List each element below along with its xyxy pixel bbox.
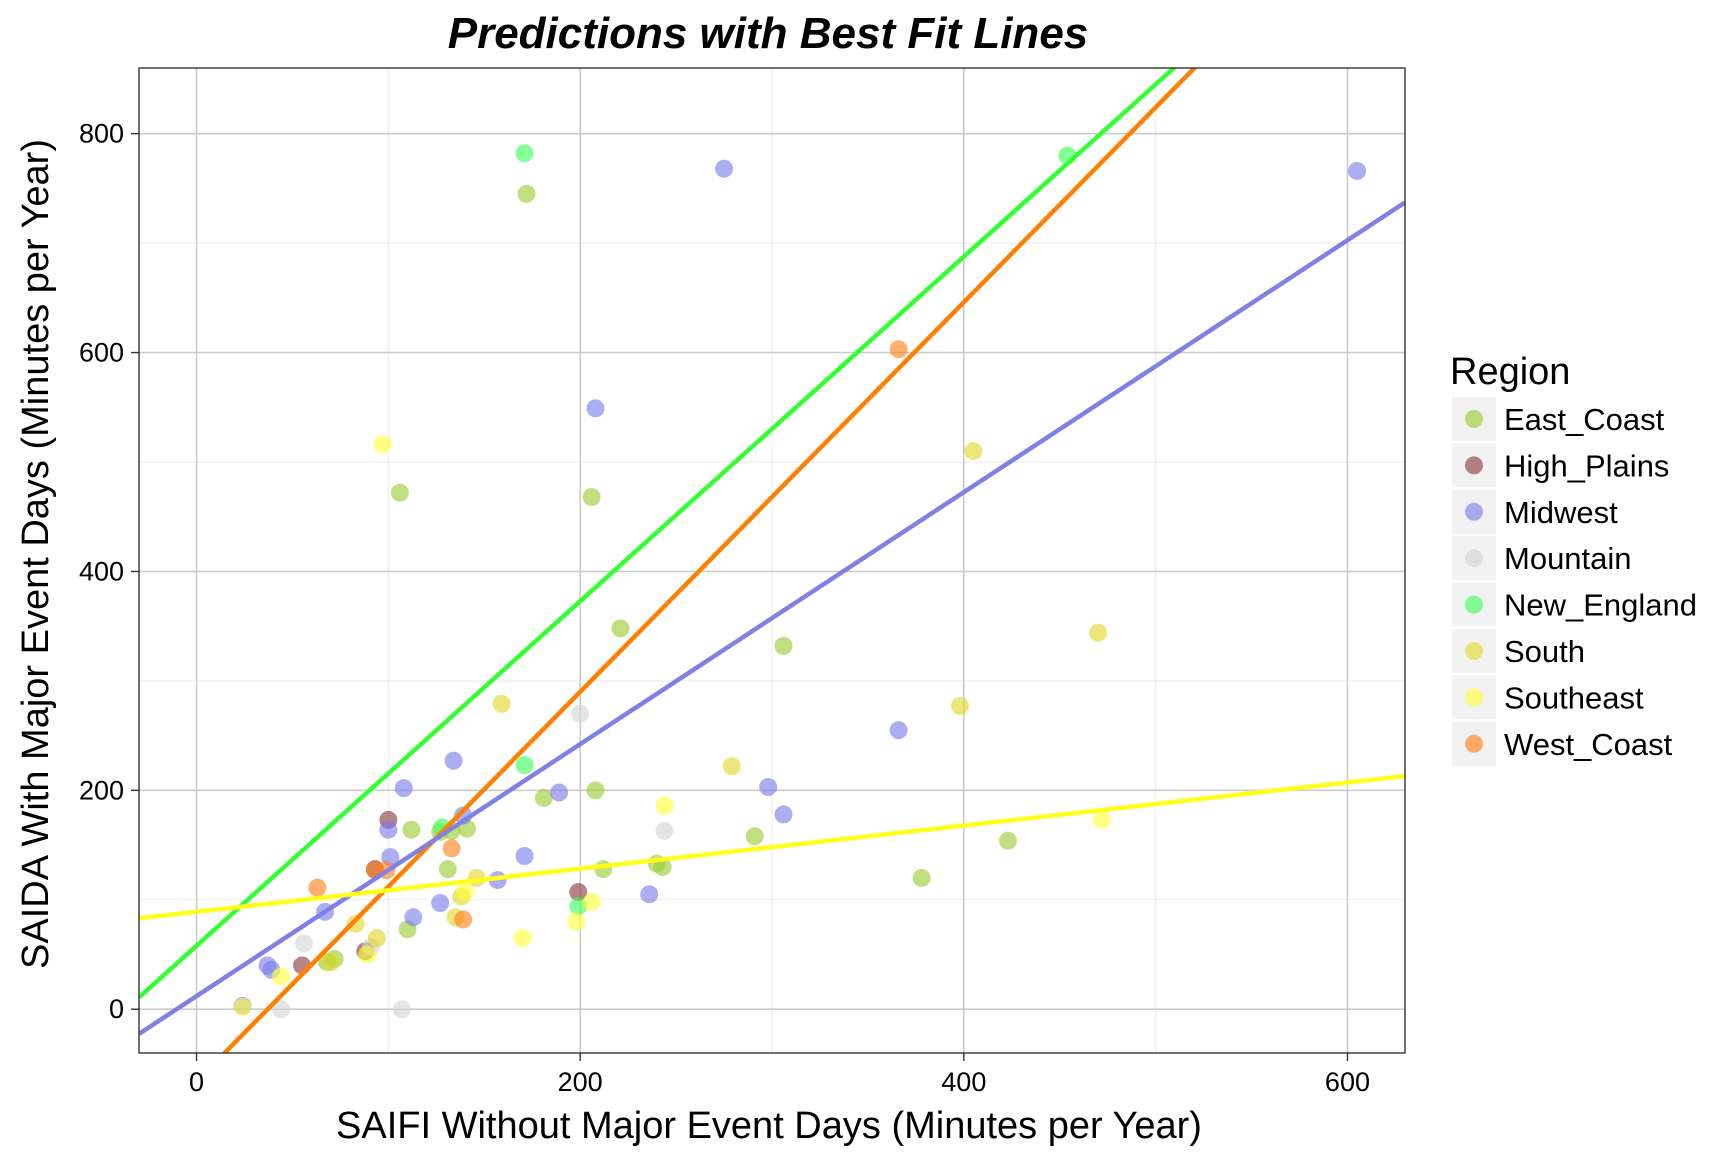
x-axis-ticks: 0 200 400 600 — [189, 1053, 1370, 1097]
legend-marker-mountain — [1465, 549, 1483, 568]
data-point-new-england — [515, 756, 534, 775]
data-point-midwest — [404, 908, 423, 927]
legend-label-southeast: Southeast — [1504, 680, 1644, 715]
x-tick-label: 400 — [941, 1067, 986, 1097]
data-point-midwest — [715, 159, 734, 178]
points-layer — [233, 144, 1367, 1019]
fit-line-new-england — [139, 68, 1178, 1000]
data-point-mountain — [271, 1000, 290, 1019]
chart-title: Predictions with Best Fit Lines — [448, 9, 1089, 58]
legend-marker-west-coast — [1465, 734, 1483, 753]
legend-label-south: South — [1504, 634, 1585, 669]
data-point-east-coast — [998, 831, 1017, 850]
data-point-southeast — [1092, 810, 1111, 829]
legend-marker-high-plains — [1465, 456, 1483, 475]
data-point-south — [492, 694, 511, 713]
data-point-east-coast — [438, 860, 457, 879]
x-tick-label: 600 — [1325, 1067, 1370, 1097]
data-point-midwest — [640, 885, 659, 904]
data-point-southeast — [567, 912, 586, 931]
legend-label-new-england: New_England — [1504, 588, 1697, 623]
data-point-mountain — [392, 1000, 411, 1019]
legend-label-west-coast: West_Coast — [1504, 727, 1673, 762]
legend-items: East_Coast High_Plains Midwest Mountain New_… — [1452, 397, 1697, 766]
data-point-south — [367, 929, 386, 948]
data-point-southeast — [373, 435, 392, 454]
data-point-midwest — [431, 894, 450, 913]
data-point-east-coast — [517, 184, 536, 203]
legend-marker-new-england — [1465, 595, 1483, 614]
data-point-east-coast — [402, 820, 421, 839]
data-point-mountain — [655, 821, 674, 840]
legend-marker-east-coast — [1465, 410, 1483, 428]
data-point-east-coast — [390, 483, 409, 502]
plot-border — [138, 67, 1406, 1054]
data-point-east-coast — [534, 788, 553, 807]
data-point-mountain — [294, 934, 313, 953]
data-point-east-coast — [586, 781, 605, 800]
y-tick-label: 0 — [109, 994, 124, 1024]
legend-label-mountain: Mountain — [1504, 541, 1632, 576]
y-axis-ticks: 0 200 400 600 800 — [79, 119, 139, 1024]
y-axis-title: SAIDA With Major Event Days (Minutes per… — [15, 139, 57, 969]
data-point-new-england — [515, 144, 534, 163]
legend: Region East_Coast High_Plains Midwest Mount… — [1450, 351, 1697, 766]
data-point-east-coast — [611, 619, 630, 638]
y-tick-label: 600 — [79, 338, 124, 368]
data-point-east-coast — [745, 827, 764, 846]
data-point-west-coast — [454, 910, 473, 929]
data-point-south — [722, 757, 741, 776]
x-axis-title: SAIFI Without Major Event Days (Minutes … — [336, 1105, 1202, 1147]
legend-label-high-plains: High_Plains — [1504, 448, 1669, 483]
data-point-south — [321, 953, 340, 972]
data-point-southeast — [358, 945, 377, 964]
legend-marker-midwest — [1465, 502, 1483, 521]
data-point-southeast — [456, 883, 475, 902]
data-point-south — [346, 914, 365, 933]
data-point-southeast — [271, 967, 290, 986]
data-point-high-plains — [569, 883, 588, 902]
data-point-midwest — [586, 399, 605, 418]
data-point-west-coast — [889, 340, 908, 359]
data-point-midwest — [774, 805, 793, 824]
data-point-southeast — [513, 929, 532, 948]
data-point-west-coast — [308, 878, 327, 897]
legend-title: Region — [1450, 351, 1570, 393]
data-point-east-coast — [594, 860, 613, 879]
data-point-midwest — [444, 751, 463, 770]
data-point-midwest — [515, 847, 534, 865]
grid-minor — [139, 68, 1405, 1053]
y-tick-label: 200 — [79, 775, 124, 805]
data-point-midwest — [759, 778, 778, 797]
x-tick-label: 0 — [189, 1067, 204, 1097]
data-point-south — [1089, 623, 1108, 642]
y-tick-label: 800 — [79, 119, 124, 149]
data-point-south — [964, 442, 983, 461]
y-tick-label: 400 — [79, 556, 124, 586]
x-tick-label: 200 — [558, 1067, 603, 1097]
legend-label-midwest: Midwest — [1504, 495, 1618, 530]
data-point-southeast — [582, 892, 601, 911]
data-point-south — [950, 697, 969, 716]
data-point-midwest — [889, 721, 908, 740]
legend-marker-southeast — [1465, 688, 1483, 707]
fit-line-southeast — [139, 773, 1405, 921]
data-point-east-coast — [582, 488, 601, 507]
data-point-mountain — [571, 704, 590, 723]
data-point-midwest — [394, 779, 413, 798]
data-point-southeast — [233, 998, 252, 1017]
data-point-east-coast — [912, 868, 931, 887]
data-point-midwest — [379, 820, 398, 839]
data-point-west-coast — [442, 839, 461, 858]
data-point-midwest — [1348, 161, 1367, 180]
legend-label-east-coast: East_Coast — [1504, 402, 1665, 437]
plot-panel — [138, 67, 1406, 1054]
grid-major — [139, 68, 1405, 1053]
legend-marker-south — [1465, 642, 1483, 660]
data-point-east-coast — [774, 636, 793, 655]
data-point-southeast — [655, 796, 674, 815]
data-point-midwest — [550, 783, 569, 802]
